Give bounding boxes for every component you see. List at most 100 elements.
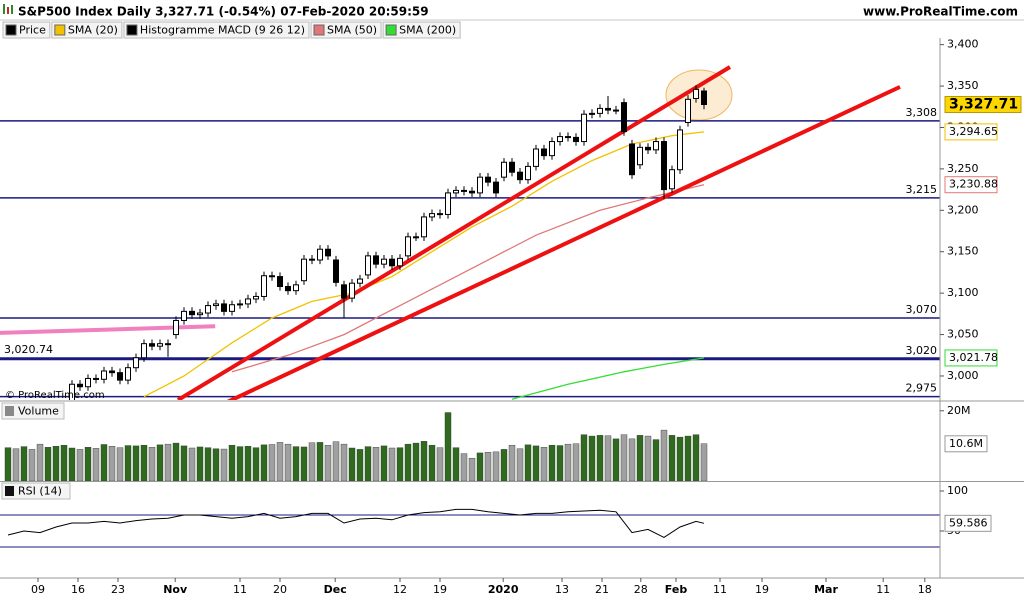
legend-item: [310, 21, 382, 39]
volume-bar: [372, 447, 380, 481]
candle-body: [285, 286, 291, 292]
chart-title: S&P500 Index Daily 3,327.71 (-0.54%) 07-…: [18, 5, 429, 19]
volume-bar: [172, 442, 180, 481]
x-tick-label: 09: [31, 583, 45, 596]
candle-body: [165, 343, 171, 346]
volume-label: 10.6M: [949, 437, 983, 450]
candle-body: [525, 165, 531, 181]
pane-icon: [5, 486, 14, 496]
candle-body: [117, 372, 123, 381]
y-tick-label: 3,100: [947, 286, 979, 299]
candle-body: [461, 189, 467, 192]
axes: 3,4003,3503,3003,2503,2003,1503,1003,050…: [0, 38, 1024, 596]
volume-bar: [228, 444, 236, 481]
candle-body: [581, 113, 587, 143]
legend-item: [51, 21, 123, 39]
volume-bar: [340, 443, 348, 481]
candle-body: [437, 213, 443, 216]
level-label: 3,215: [906, 183, 938, 196]
y-tick-label: 3,150: [947, 245, 979, 258]
volume-bar: [4, 447, 12, 481]
legend-label: Histogramme MACD (9 26 12): [140, 24, 305, 37]
candle-body: [173, 319, 179, 336]
candle-body: [149, 343, 155, 347]
x-tick-label: 16: [71, 583, 85, 596]
x-tick-label: 28: [634, 583, 648, 596]
candle-body: [637, 146, 643, 166]
pane-title-box: [1, 482, 71, 500]
legend-swatch: [313, 24, 325, 36]
volume-bar: [332, 441, 340, 481]
volume-bar: [556, 445, 564, 481]
volume-bar: [636, 435, 644, 481]
candle-body: [357, 278, 363, 284]
trend-line: [0, 324, 216, 335]
ma-label: 3,021.78: [949, 351, 998, 364]
candle-body: [685, 98, 691, 123]
legend-swatch: [5, 24, 17, 36]
volume-bar: [668, 435, 676, 481]
candle-body: [389, 258, 395, 267]
volume-bar: [596, 435, 604, 481]
candle-body: [405, 236, 411, 257]
candle-body: [317, 248, 323, 261]
volume-bar: [68, 447, 76, 481]
volume-bar: [212, 448, 220, 481]
legend: Price SMA (20) Histogramme MACD (9 26 12) S…: [2, 21, 461, 39]
volume-bar: [444, 412, 452, 481]
volume-bar: [252, 447, 260, 481]
level-label: 3,070: [906, 303, 938, 316]
candle-body: [661, 141, 667, 191]
x-tick-label: Mar: [814, 583, 838, 596]
volume-bar: [620, 434, 628, 481]
candle-body: [597, 107, 603, 114]
volume-label-box: [944, 435, 988, 453]
volume-bar: [132, 445, 140, 481]
volume-bar: [572, 443, 580, 481]
candle-body: [269, 275, 275, 278]
pane-title: Volume: [18, 405, 59, 418]
volume-bar: [292, 446, 300, 481]
candle-body: [693, 88, 699, 99]
pane-title: RSI (14): [18, 485, 62, 498]
candle-body: [157, 343, 163, 347]
volume-bar: [276, 442, 284, 481]
volume-bar: [540, 447, 548, 481]
volume-bar: [492, 451, 500, 481]
volume-bar: [180, 445, 188, 481]
x-tick-label: 21: [595, 583, 609, 596]
y-tick-label: 3,400: [947, 38, 979, 51]
candle-body: [533, 148, 539, 167]
candle-body: [181, 310, 187, 321]
candle-body: [213, 303, 219, 307]
candle-body: [485, 176, 491, 183]
x-tick-label: 11: [876, 583, 890, 596]
candle-body: [333, 259, 339, 283]
level-label: 3,308: [906, 106, 938, 119]
candle-body: [381, 258, 387, 265]
candle-body: [261, 275, 267, 297]
candle-body: [549, 141, 555, 157]
volume-bar: [380, 445, 388, 481]
legend-label: Price: [19, 24, 46, 37]
candle-body: [453, 189, 459, 194]
y-tick-label: 100: [947, 484, 968, 497]
rsi-line: [7, 508, 705, 538]
candle-body: [557, 136, 563, 143]
volume-bar: [236, 446, 244, 481]
candle-body: [253, 295, 259, 300]
x-tick-label: 12: [393, 583, 407, 596]
volume-bar: [28, 449, 36, 481]
candle-body: [669, 169, 675, 190]
candle-body: [85, 377, 91, 388]
volume-bar: [100, 444, 108, 481]
volume-bar: [124, 445, 132, 481]
volume-bar: [300, 446, 308, 481]
volume-bar: [268, 444, 276, 481]
candle-body: [621, 102, 627, 133]
volume-bar: [460, 453, 468, 481]
volume-bar: [260, 444, 268, 481]
candle-body: [605, 107, 611, 111]
